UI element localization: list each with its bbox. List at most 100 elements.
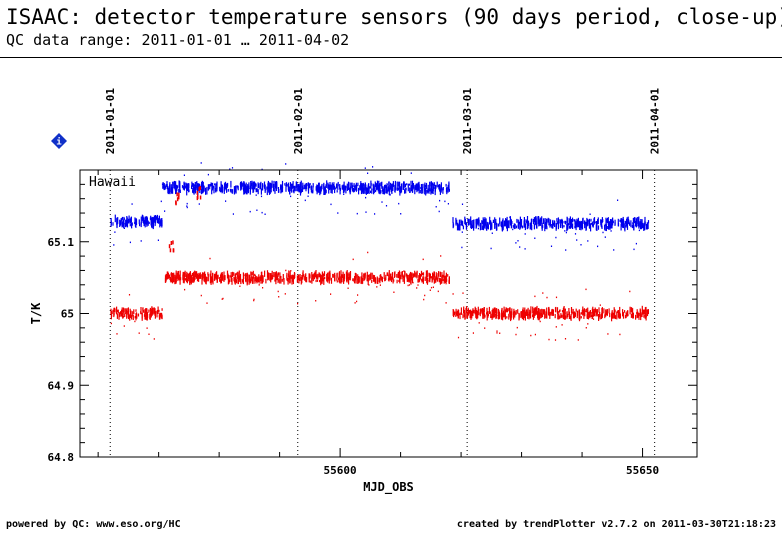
data-point xyxy=(517,309,519,314)
data-point xyxy=(329,186,331,190)
data-point xyxy=(399,188,401,196)
data-point xyxy=(539,219,542,223)
data-point xyxy=(179,182,181,189)
data-point xyxy=(473,219,475,222)
data-point xyxy=(247,186,249,194)
data-point xyxy=(491,315,493,318)
data-point xyxy=(422,183,424,188)
data-point xyxy=(408,277,410,282)
data-point xyxy=(292,181,294,189)
data-point xyxy=(353,188,355,193)
data-point xyxy=(408,284,411,286)
x-axis-label: MJD_OBS xyxy=(363,480,414,495)
data-point xyxy=(431,186,433,192)
data-point xyxy=(288,274,290,277)
data-point xyxy=(117,217,119,224)
data-point xyxy=(160,313,162,317)
data-point xyxy=(143,220,145,227)
data-point xyxy=(192,277,194,283)
data-point xyxy=(377,277,379,284)
data-point xyxy=(345,185,347,194)
data-point xyxy=(463,309,466,316)
info-diamond-icon[interactable]: i xyxy=(51,133,67,149)
data-point xyxy=(519,219,522,226)
data-point xyxy=(230,180,232,188)
data-point xyxy=(336,190,338,193)
data-point xyxy=(427,188,429,191)
data-point xyxy=(266,186,268,190)
data-point xyxy=(156,311,158,318)
data-point xyxy=(144,222,146,228)
data-point xyxy=(222,186,224,192)
data-point xyxy=(534,295,536,298)
data-point xyxy=(375,277,377,284)
data-point xyxy=(360,276,362,284)
data-point xyxy=(312,274,314,278)
data-point xyxy=(375,182,377,191)
data-point xyxy=(140,240,142,242)
data-point xyxy=(280,275,282,284)
data-point xyxy=(343,181,345,189)
data-point xyxy=(132,314,134,320)
data-point xyxy=(291,183,293,192)
data-point xyxy=(532,306,534,314)
data-point xyxy=(166,181,168,187)
data-point xyxy=(261,168,263,171)
data-point xyxy=(627,314,629,317)
data-point xyxy=(544,218,546,225)
data-point xyxy=(601,313,603,320)
data-point xyxy=(194,183,196,187)
data-point xyxy=(579,312,581,320)
data-point xyxy=(243,187,245,194)
data-point xyxy=(412,273,414,278)
data-point xyxy=(506,309,508,313)
data-point xyxy=(338,277,340,280)
data-point xyxy=(271,270,273,279)
data-point xyxy=(307,187,310,194)
data-point xyxy=(358,276,360,283)
data-point xyxy=(393,291,395,293)
data-point xyxy=(292,275,294,282)
data-point xyxy=(372,166,374,168)
data-point xyxy=(315,270,317,278)
data-point xyxy=(621,223,623,227)
data-point xyxy=(432,272,434,279)
data-point xyxy=(620,223,622,231)
data-point xyxy=(464,216,466,224)
data-point xyxy=(195,271,197,278)
data-point xyxy=(567,223,569,229)
data-point xyxy=(361,281,363,284)
data-point xyxy=(473,224,475,231)
data-point xyxy=(293,272,296,276)
data-point xyxy=(462,225,464,230)
data-point xyxy=(177,270,180,277)
data-point xyxy=(377,187,379,192)
data-point xyxy=(122,221,124,225)
date-marker-label: 2011-02-01 xyxy=(292,88,305,155)
data-point xyxy=(215,184,217,193)
data-point xyxy=(129,223,131,227)
data-point xyxy=(342,184,344,191)
data-point xyxy=(300,189,302,194)
data-point xyxy=(622,312,625,319)
data-point xyxy=(572,316,575,319)
data-point xyxy=(530,223,532,229)
data-point xyxy=(482,217,484,224)
series-lower xyxy=(110,186,649,341)
data-point xyxy=(530,334,532,337)
data-point xyxy=(260,188,262,195)
data-point xyxy=(641,312,643,317)
data-point xyxy=(291,274,293,279)
data-point xyxy=(354,273,357,281)
data-point xyxy=(341,279,343,283)
data-point xyxy=(461,231,463,233)
data-point xyxy=(248,274,250,280)
data-point xyxy=(144,309,146,313)
data-point xyxy=(617,310,619,313)
data-point xyxy=(411,180,414,189)
data-point xyxy=(551,224,553,228)
data-point xyxy=(553,222,555,226)
data-point xyxy=(407,186,409,192)
data-point xyxy=(380,190,382,194)
data-point xyxy=(305,273,307,276)
